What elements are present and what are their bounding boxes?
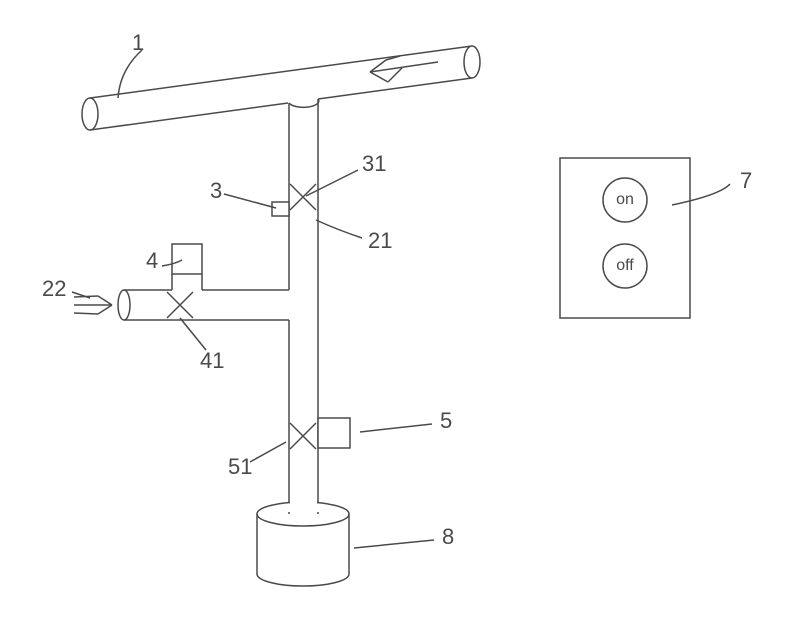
flow-arrow-left [74, 296, 112, 314]
flow-arrow-top [370, 56, 438, 82]
off-button-label: off [616, 257, 634, 274]
on-button[interactable]: on [603, 178, 647, 222]
component-4 [167, 244, 202, 318]
off-button[interactable]: off [603, 244, 647, 288]
label-22: 22 [42, 276, 66, 301]
label-51: 51 [228, 454, 252, 479]
label-1: 1 [132, 30, 144, 55]
control-panel: on off [560, 158, 690, 318]
label-7: 7 [740, 168, 752, 193]
vertical-pipe-21 [289, 99, 319, 514]
horizontal-pipe-22 [118, 290, 289, 320]
label-31: 31 [362, 151, 386, 176]
label-8: 8 [442, 524, 454, 549]
on-button-label: on [616, 191, 634, 208]
label-5: 5 [440, 408, 452, 433]
cylinder-8 [257, 501, 349, 586]
label-41: 41 [200, 348, 224, 373]
top-pipe [82, 46, 480, 130]
component-3 [272, 184, 316, 216]
label-21: 21 [368, 228, 392, 253]
label-4: 4 [146, 248, 158, 273]
component-5 [290, 418, 350, 449]
label-3: 3 [210, 178, 222, 203]
